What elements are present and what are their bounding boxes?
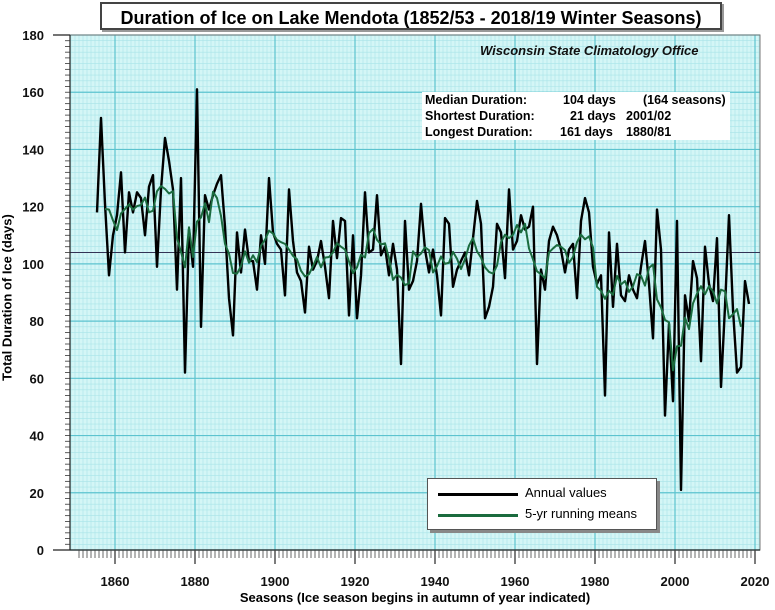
x-axis-label: Seasons (Ice season begins in autumn of … — [239, 590, 591, 605]
shortest-label: Shortest Duration: — [425, 109, 535, 123]
y-tick-label: 0 — [37, 543, 44, 558]
credit-text: Wisconsin State Climatology Office — [480, 43, 699, 58]
x-tick-label: 1940 — [421, 574, 450, 589]
y-axis-label: Total Duration of Ice (days) — [0, 214, 15, 381]
x-tick-label: 2000 — [661, 574, 690, 589]
x-tick-label: 1880 — [181, 574, 210, 589]
median-label: Median Duration: — [425, 93, 528, 107]
chart-title: Duration of Ice on Lake Mendota (1852/53… — [100, 2, 722, 30]
y-tick-label: 120 — [22, 200, 44, 215]
shortest-season: 2001/02 — [626, 109, 672, 123]
x-tick-label: 1920 — [341, 574, 370, 589]
y-tick-label: 60 — [30, 371, 44, 386]
longest-label: Longest Duration: — [425, 125, 533, 139]
y-tick-label: 180 — [22, 28, 44, 43]
y-tick-label: 20 — [30, 486, 44, 501]
y-tick-label: 40 — [30, 429, 44, 444]
median-note: (164 seasons) — [643, 93, 726, 107]
legend-label-annual: Annual values — [525, 485, 607, 500]
running-mean-line — [104, 185, 742, 372]
shortest-value: 21 days — [570, 109, 616, 123]
y-tick-label: 140 — [22, 142, 44, 157]
median-value: 104 days — [563, 93, 616, 107]
stats-box: Median Duration: 104 days (164 seasons) … — [422, 92, 730, 140]
y-tick-label: 100 — [22, 257, 44, 272]
x-tick-label: 1900 — [261, 574, 290, 589]
x-tick-label: 2020 — [741, 574, 770, 589]
annual-values-line — [95, 88, 751, 492]
legend-swatch-annual — [438, 493, 518, 496]
x-tick-label: 1980 — [581, 574, 610, 589]
x-tick-label: 1860 — [101, 574, 130, 589]
y-tick-label: 80 — [30, 314, 44, 329]
legend: Annual values 5-yr running means — [427, 478, 657, 530]
longest-value: 161 days — [560, 125, 613, 139]
y-tick-label: 160 — [22, 85, 44, 100]
legend-swatch-running-mean — [438, 514, 518, 517]
x-tick-label: 1960 — [501, 574, 530, 589]
longest-season: 1880/81 — [626, 125, 672, 139]
legend-label-running-mean: 5-yr running means — [525, 506, 637, 521]
